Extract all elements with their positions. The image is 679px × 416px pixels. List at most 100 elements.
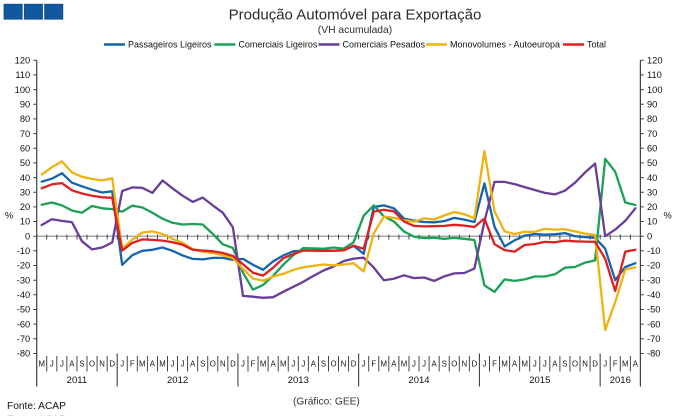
svg-text:A: A bbox=[150, 360, 156, 369]
svg-text:0: 0 bbox=[647, 231, 652, 241]
svg-text:S: S bbox=[321, 360, 326, 369]
svg-text:D: D bbox=[109, 360, 115, 369]
svg-text:J: J bbox=[422, 360, 426, 369]
svg-text:F: F bbox=[613, 360, 618, 369]
svg-text:A: A bbox=[431, 360, 437, 369]
svg-text:2016: 2016 bbox=[610, 375, 631, 386]
svg-text:70: 70 bbox=[647, 129, 657, 139]
svg-text:30: 30 bbox=[20, 187, 30, 197]
svg-text:-60: -60 bbox=[647, 319, 660, 329]
svg-text:-20: -20 bbox=[17, 261, 30, 271]
svg-text:80: 80 bbox=[647, 114, 657, 124]
svg-text:M: M bbox=[381, 360, 388, 369]
svg-text:-20: -20 bbox=[647, 261, 660, 271]
svg-text:-30: -30 bbox=[17, 275, 30, 285]
svg-text:2013: 2013 bbox=[288, 375, 309, 386]
svg-text:O: O bbox=[330, 360, 336, 369]
svg-text:J: J bbox=[241, 360, 245, 369]
svg-text:110: 110 bbox=[647, 70, 662, 80]
svg-text:120: 120 bbox=[15, 56, 31, 66]
svg-text:M: M bbox=[401, 360, 408, 369]
svg-text:-10: -10 bbox=[17, 246, 30, 256]
svg-text:2015: 2015 bbox=[529, 375, 550, 386]
svg-text:D: D bbox=[230, 360, 236, 369]
svg-text:40: 40 bbox=[20, 173, 30, 183]
svg-text:M: M bbox=[622, 360, 629, 369]
svg-text:Produção Automóvel para Expor: Produção Automóvel para Exportação bbox=[229, 6, 482, 23]
svg-text:O: O bbox=[89, 360, 95, 369]
svg-text:O: O bbox=[572, 360, 578, 369]
svg-text:90: 90 bbox=[647, 100, 657, 110]
svg-text:60: 60 bbox=[647, 143, 657, 153]
svg-text:-10: -10 bbox=[647, 246, 660, 256]
svg-text:-50: -50 bbox=[17, 305, 30, 315]
svg-text:50: 50 bbox=[647, 158, 657, 168]
svg-text:N: N bbox=[461, 360, 467, 369]
svg-text:D: D bbox=[351, 360, 357, 369]
svg-text:0: 0 bbox=[25, 231, 30, 241]
svg-text:M: M bbox=[521, 360, 528, 369]
svg-text:O: O bbox=[451, 360, 457, 369]
svg-text:A: A bbox=[270, 360, 276, 369]
svg-text:A: A bbox=[512, 360, 518, 369]
svg-text:-40: -40 bbox=[647, 290, 660, 300]
svg-text:A: A bbox=[633, 360, 639, 369]
svg-text:Comerciais Ligeiros: Comerciais Ligeiros bbox=[238, 39, 318, 49]
svg-text:70: 70 bbox=[20, 129, 30, 139]
svg-text:N: N bbox=[220, 360, 226, 369]
svg-text:2012: 2012 bbox=[167, 375, 188, 386]
svg-text:J: J bbox=[291, 360, 295, 369]
svg-text:S: S bbox=[79, 360, 84, 369]
svg-text:F: F bbox=[251, 360, 256, 369]
svg-text:-60: -60 bbox=[17, 319, 30, 329]
svg-text:F: F bbox=[492, 360, 497, 369]
svg-text:Monovolumes - Autoeuropa: Monovolumes - Autoeuropa bbox=[450, 39, 560, 49]
svg-text:J: J bbox=[50, 360, 54, 369]
svg-text:M: M bbox=[139, 360, 146, 369]
svg-text:A: A bbox=[69, 360, 75, 369]
svg-text:D: D bbox=[592, 360, 598, 369]
svg-text:M: M bbox=[38, 360, 45, 369]
svg-text:M: M bbox=[501, 360, 508, 369]
svg-text:A: A bbox=[311, 360, 317, 369]
svg-text:100: 100 bbox=[647, 85, 663, 95]
svg-text:J: J bbox=[171, 360, 175, 369]
svg-text:O: O bbox=[210, 360, 216, 369]
svg-text:J: J bbox=[482, 360, 486, 369]
svg-text:-80: -80 bbox=[17, 349, 30, 359]
svg-text:Fonte: ACAP: Fonte: ACAP bbox=[7, 401, 66, 412]
svg-text:M: M bbox=[280, 360, 287, 369]
svg-text:S: S bbox=[562, 360, 567, 369]
svg-text:90: 90 bbox=[20, 100, 30, 110]
svg-text:-40: -40 bbox=[17, 290, 30, 300]
svg-text:Comerciais Pesados: Comerciais Pesados bbox=[343, 39, 426, 49]
svg-text:F: F bbox=[130, 360, 135, 369]
svg-text:(Gráfico: GEE): (Gráfico: GEE) bbox=[293, 397, 360, 408]
svg-text:J: J bbox=[543, 360, 547, 369]
svg-text:20: 20 bbox=[647, 202, 657, 212]
svg-text:Total: Total bbox=[587, 39, 606, 49]
svg-text:2014: 2014 bbox=[408, 375, 429, 386]
svg-text:120: 120 bbox=[647, 56, 663, 66]
svg-text:A: A bbox=[552, 360, 558, 369]
svg-text:F: F bbox=[371, 360, 376, 369]
svg-text:(VH acumulada): (VH acumulada) bbox=[318, 25, 392, 36]
svg-text:J: J bbox=[533, 360, 537, 369]
svg-text:D: D bbox=[472, 360, 478, 369]
svg-text:S: S bbox=[200, 360, 205, 369]
svg-text:2011: 2011 bbox=[67, 375, 87, 386]
svg-text:80: 80 bbox=[20, 114, 30, 124]
svg-text:30: 30 bbox=[647, 187, 657, 197]
svg-text:J: J bbox=[60, 360, 64, 369]
svg-text:-80: -80 bbox=[647, 349, 660, 359]
svg-text:J: J bbox=[603, 360, 607, 369]
svg-text:A: A bbox=[190, 360, 196, 369]
svg-text:J: J bbox=[412, 360, 416, 369]
svg-text:-50: -50 bbox=[647, 305, 660, 315]
svg-text:-70: -70 bbox=[17, 334, 30, 344]
svg-text:-70: -70 bbox=[647, 334, 660, 344]
svg-text:40: 40 bbox=[647, 173, 657, 183]
svg-text:N: N bbox=[99, 360, 105, 369]
svg-text:%: % bbox=[5, 211, 13, 221]
svg-text:100: 100 bbox=[15, 85, 31, 95]
